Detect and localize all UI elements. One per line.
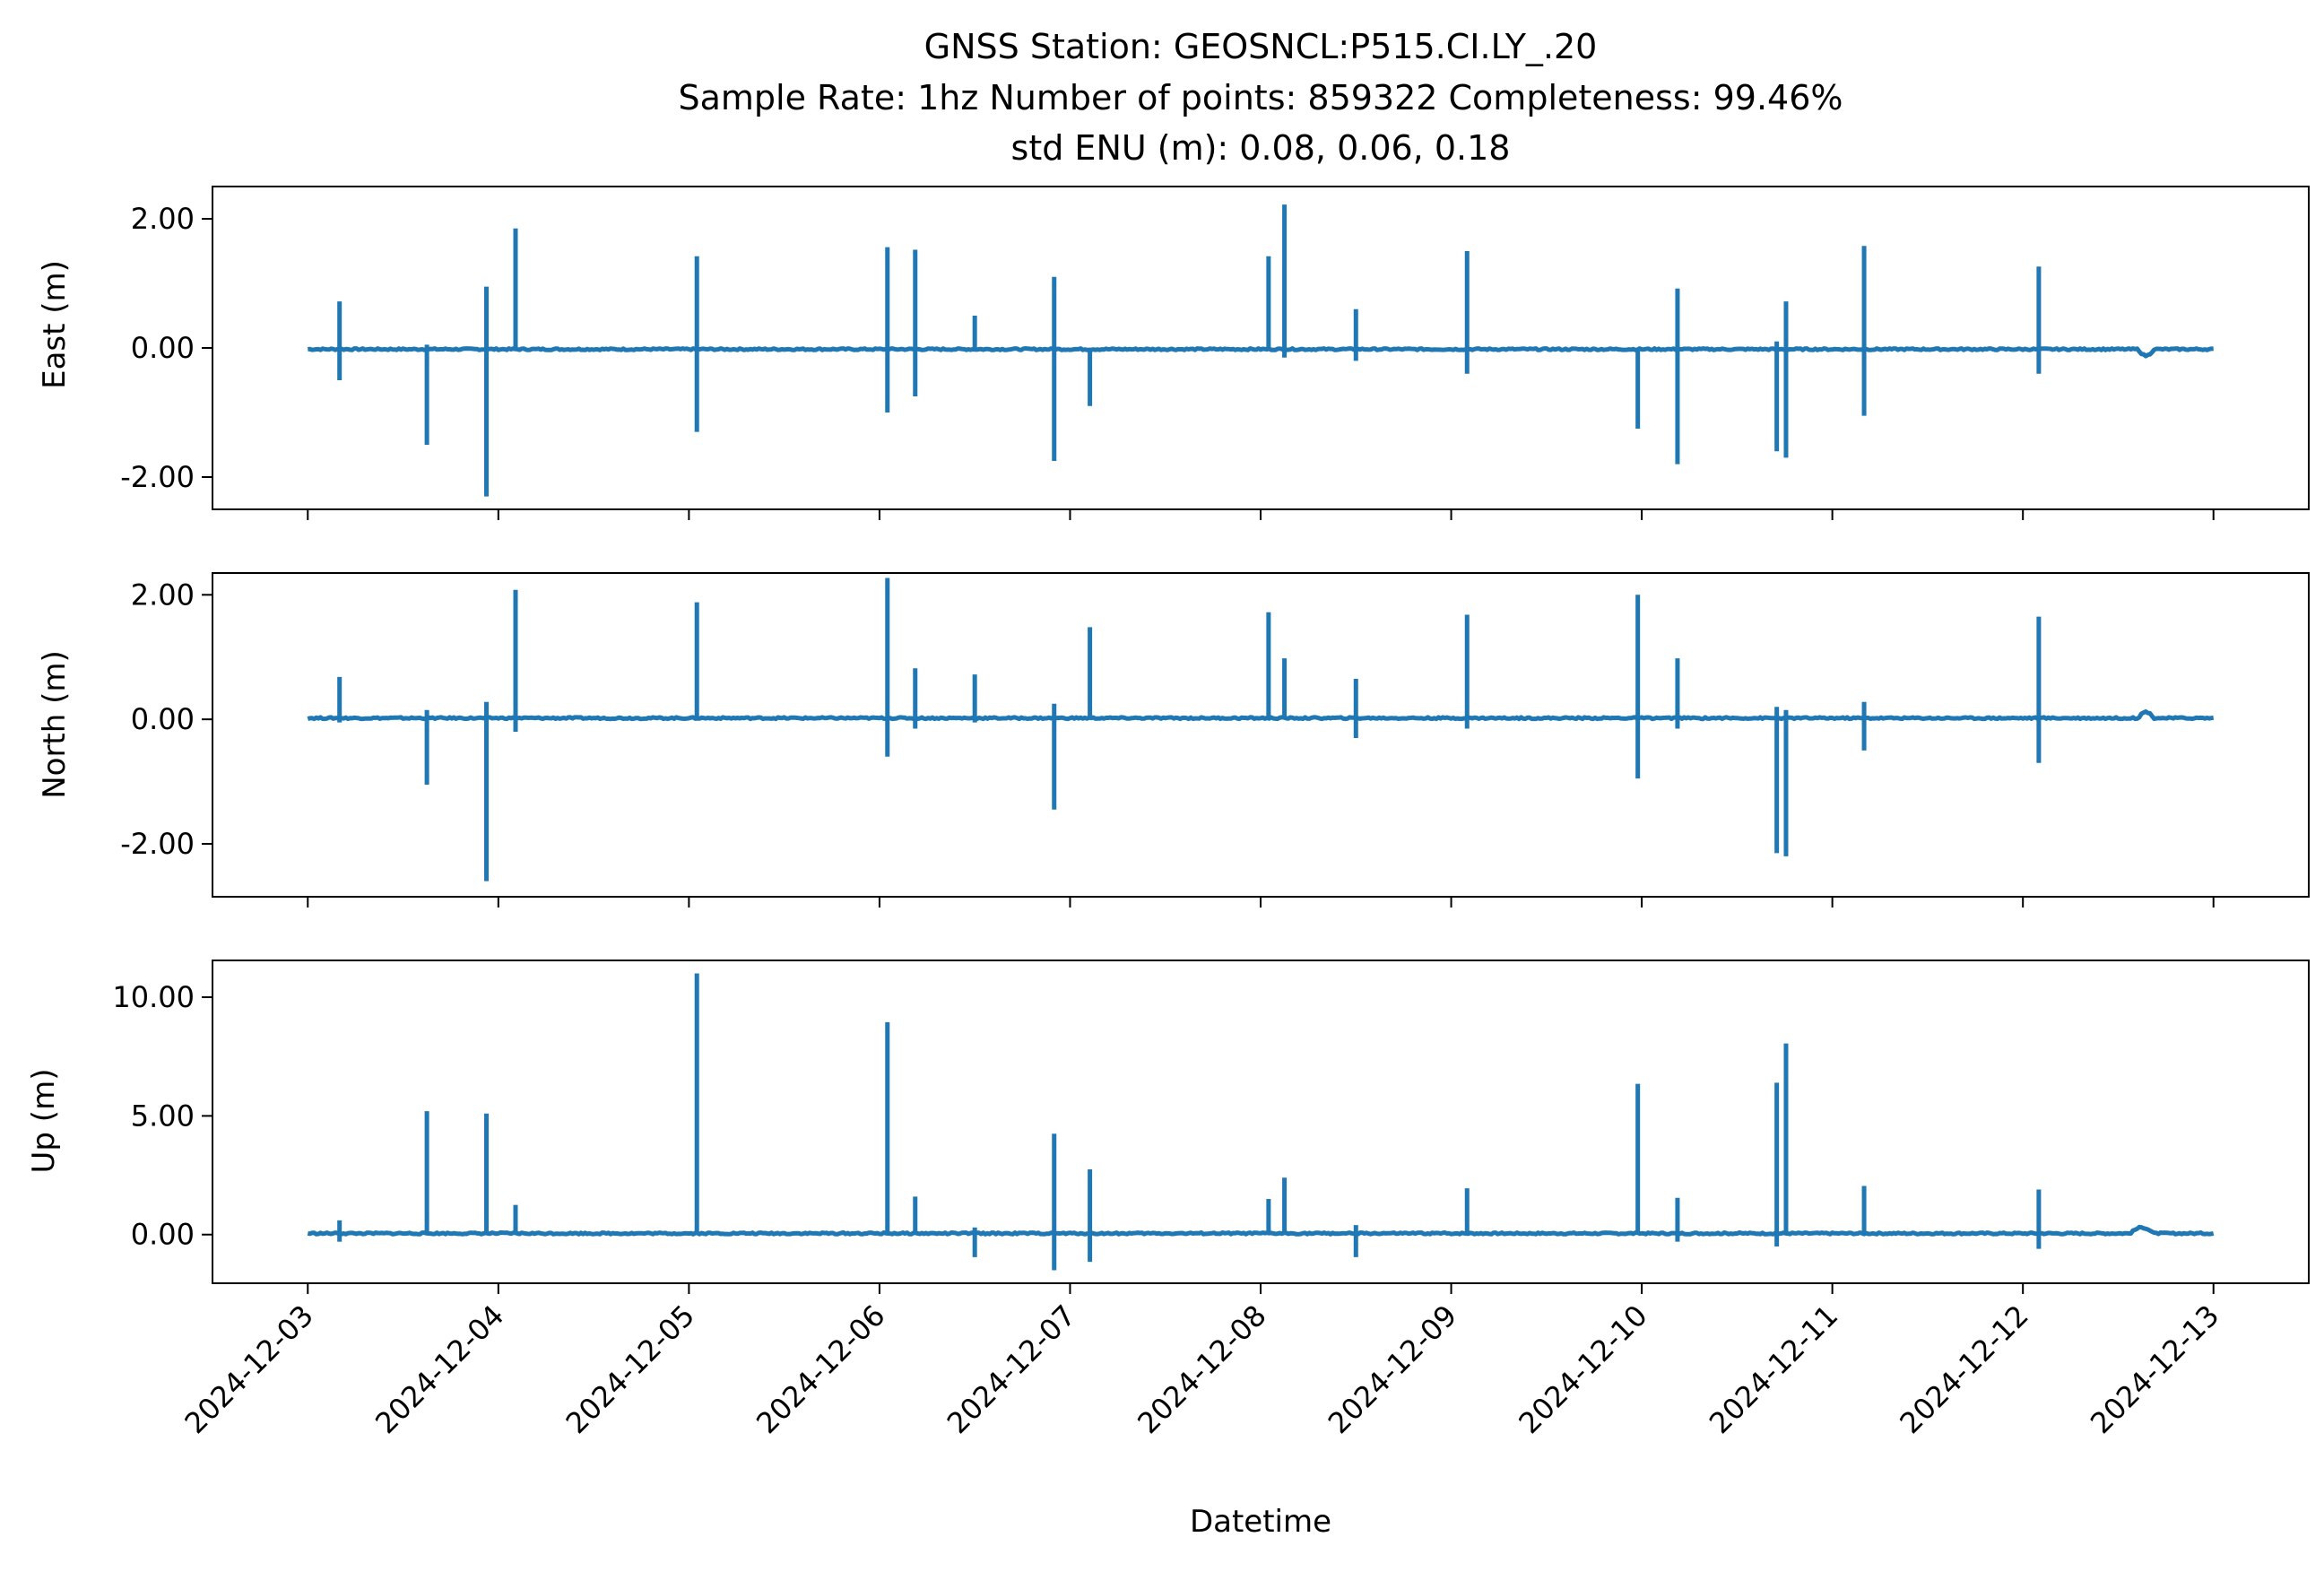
up-ytick-label-3: 0.00	[131, 1218, 195, 1252]
figure-title-line-2: Sample Rate: 1hz Number of points: 85932…	[679, 78, 1843, 117]
north-ytick-label-3: -2.00	[120, 827, 195, 861]
up-ytick-label-2: 5.00	[131, 1099, 195, 1133]
east-ytick-label-3: -2.00	[120, 460, 195, 494]
figure-title-line-3: std ENU (m): 0.08, 0.06, 0.18	[1011, 128, 1511, 168]
east-series	[308, 204, 2214, 497]
up-series	[307, 973, 2215, 1271]
up-ytick-label-1: 10.00	[112, 980, 195, 1014]
east-baseline-trace	[308, 346, 2214, 359]
north-ylabel: North (m)	[37, 650, 73, 799]
up-baseline-trace	[307, 1224, 2215, 1237]
east-ytick-label-2: 0.00	[131, 331, 195, 365]
x-axis-label: Datetime	[1190, 1504, 1331, 1540]
north-baseline-trace	[307, 709, 2215, 722]
east-ylabel: East (m)	[37, 260, 73, 389]
north-ytick-label-1: 2.00	[131, 578, 195, 612]
figure-title-line-1: GNSS Station: GEOSNCL:P515.CI.LY_.20	[924, 27, 1598, 66]
north-panel: North (m) 2.00 0.00 -2.00	[37, 572, 2310, 908]
up-ylabel: Up (m)	[26, 1069, 62, 1174]
north-ytick-label-2: 0.00	[131, 702, 195, 736]
east-panel: East (m) 2.00 0.00 -2.00	[37, 186, 2310, 520]
east-ytick-label-1: 2.00	[131, 202, 195, 236]
north-series	[307, 578, 2215, 882]
